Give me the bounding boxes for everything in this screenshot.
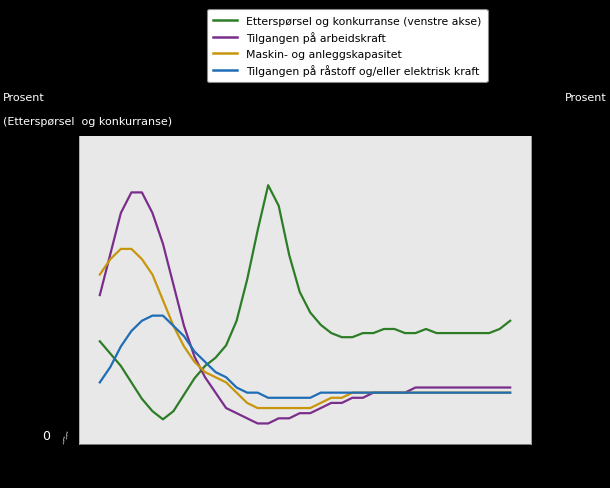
Text: Prosent: Prosent bbox=[3, 93, 45, 102]
Text: /: / bbox=[62, 435, 66, 445]
Text: (Etterspørsel  og konkurranse): (Etterspørsel og konkurranse) bbox=[3, 117, 172, 127]
Legend: Etterspørsel og konkurranse (venstre akse), Tilgangen på arbeidskraft, Maskin- o: Etterspørsel og konkurranse (venstre aks… bbox=[207, 10, 487, 83]
Text: Prosent: Prosent bbox=[565, 93, 607, 102]
Text: /: / bbox=[65, 430, 70, 440]
Text: 0: 0 bbox=[41, 429, 50, 442]
